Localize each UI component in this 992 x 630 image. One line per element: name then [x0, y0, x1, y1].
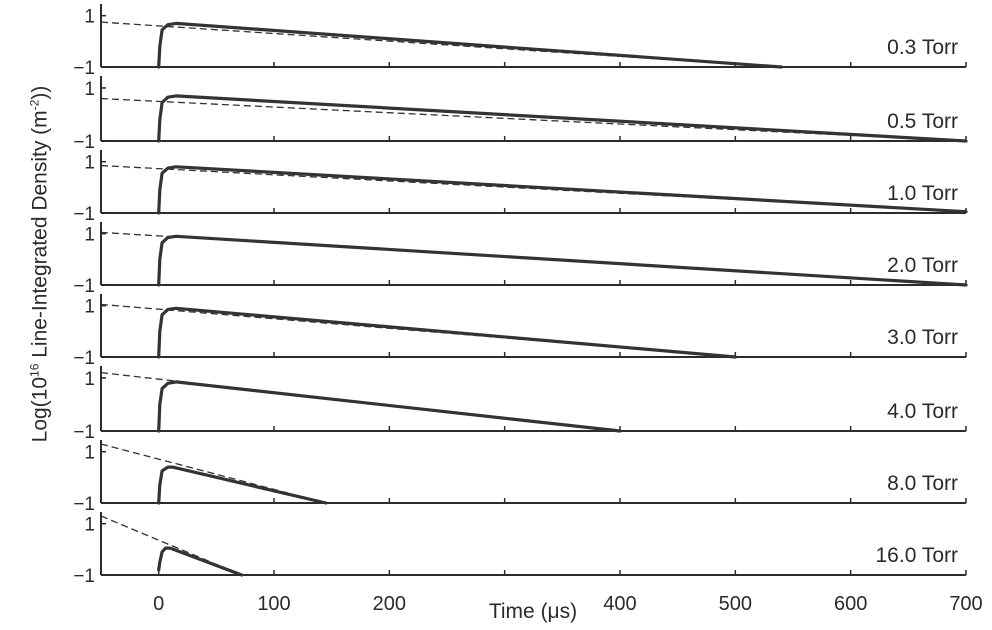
x-tick-label: 0 [153, 593, 164, 615]
panel-1-fit-line [100, 21, 782, 68]
panel-6-label: 4.0 Torr [887, 400, 958, 423]
panel-6-data-trace [157, 380, 622, 433]
panel-8-label: 16.0 Torr [876, 544, 959, 567]
panel-2-label: 0.5 Torr [887, 110, 958, 133]
panel-2-y-tick-label: −1 [73, 132, 95, 153]
panel-4-y-tick-label: −1 [73, 276, 95, 297]
x-tick-label: 400 [603, 593, 636, 615]
panel-7-y-tick-label: 1 [84, 443, 95, 464]
x-tick-label: 700 [949, 593, 982, 615]
panel-1-data-trace [157, 21, 784, 69]
panel-7-y-tick-label: −1 [73, 494, 95, 515]
panel-5-data-trace [157, 306, 737, 359]
panel-2-y-tick-label: 1 [84, 79, 95, 100]
panel-8-y-tick-label: −1 [73, 566, 95, 587]
panel-1-label: 0.3 Torr [887, 36, 958, 59]
panel-3-label: 1.0 Torr [887, 182, 958, 205]
panel-5-label: 3.0 Torr [887, 326, 958, 349]
panel-1-y-tick-label: −1 [73, 58, 95, 79]
panel-7-data-trace [157, 465, 328, 505]
panel-7-label: 8.0 Torr [887, 472, 958, 495]
x-axis-label: Time (μs) [488, 600, 578, 623]
x-tick-label: 600 [834, 593, 867, 615]
panel-6-y-tick-label: 1 [84, 369, 95, 390]
x-tick-label: 100 [257, 593, 290, 615]
panel-4-data-trace [157, 234, 968, 287]
panel-3-y-tick-label: −1 [73, 204, 95, 225]
x-tick-label: 500 [719, 593, 752, 615]
panel-6-y-tick-label: −1 [73, 422, 95, 443]
panel-4-y-tick-label: 1 [84, 225, 95, 246]
panel-5-y-tick-label: 1 [84, 297, 95, 318]
panel-2-data-trace [157, 94, 968, 143]
panel-3-data-trace [157, 165, 968, 215]
panel-1-y-tick-label: 1 [84, 7, 95, 28]
panel-5-y-tick-label: −1 [73, 348, 95, 369]
panel-4-label: 2.0 Torr [887, 254, 958, 277]
panel-8-data-trace [157, 546, 244, 577]
panel-8-y-tick-label: 1 [84, 515, 95, 536]
x-tick-label: 200 [373, 593, 406, 615]
panel-3-y-tick-label: 1 [84, 153, 95, 174]
